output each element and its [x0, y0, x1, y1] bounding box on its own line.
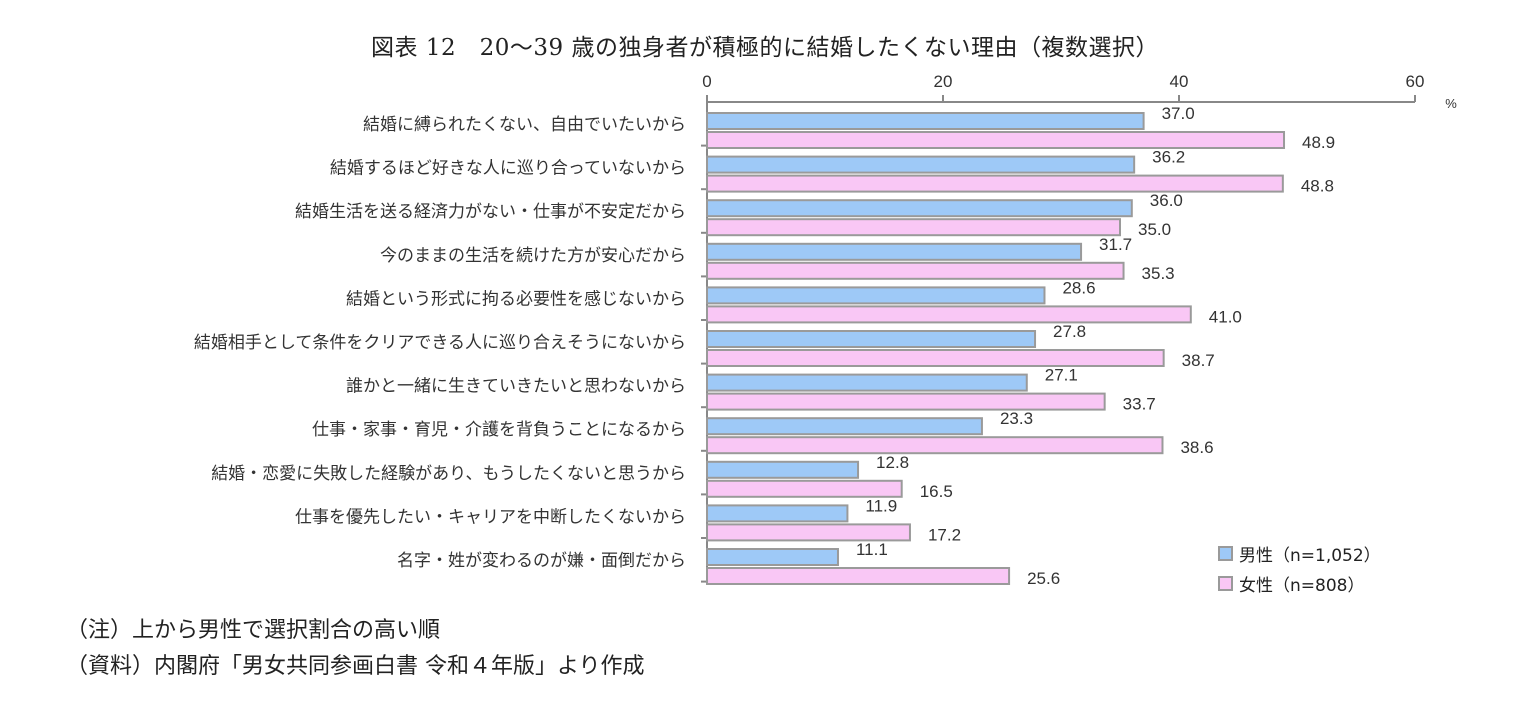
note: （注）上から男性で選択割合の高い順: [66, 618, 441, 643]
x-tick-label: 0: [702, 72, 711, 91]
x-tick-label: 60: [1406, 72, 1425, 91]
data-label-female: 16.5: [920, 482, 953, 501]
category-label: 結婚するほど好きな人に巡り合っていないから: [330, 159, 686, 179]
source-note: （資料）内閣府「男女共同参画白書 令和４年版」より作成: [66, 654, 645, 679]
data-label-female: 35.3: [1142, 264, 1175, 283]
legend-item-male: 男性（n=1,052）: [1218, 541, 1381, 566]
legend-label-male: 男性（n=1,052）: [1239, 546, 1381, 566]
data-label-female: 38.7: [1182, 351, 1215, 370]
bar-male: [706, 460, 860, 479]
data-label-female: 33.7: [1123, 395, 1156, 414]
category-label: 仕事を優先したい・キャリアを中断したくないから: [295, 507, 686, 527]
bar-female: [706, 567, 1011, 585]
bar-female: [706, 131, 1286, 149]
legend-item-female: 女性（n=808）: [1218, 571, 1364, 596]
data-label-female: 25.6: [1027, 569, 1060, 588]
bar-male: [706, 504, 849, 523]
bar-male: [706, 373, 1028, 392]
category-label: 結婚に縛られたくない、自由でいたいから: [363, 115, 686, 135]
legend-swatch-male: [1218, 546, 1233, 561]
category-label: 結婚生活を送る経済力がない・仕事が不安定だから: [295, 202, 686, 222]
bar-female: [706, 305, 1192, 324]
bar-male: [706, 112, 1145, 130]
data-label-female: 35.0: [1138, 220, 1171, 239]
data-label-male: 36.0: [1150, 191, 1183, 210]
category-label: 今のままの生活を続けた方が安心だから: [380, 246, 686, 266]
x-tick-label: 40: [1170, 72, 1189, 91]
bar-male: [706, 242, 1083, 261]
x-tick-label: 20: [934, 72, 953, 91]
data-label-male: 36.2: [1152, 148, 1185, 167]
data-label-male: 12.8: [876, 453, 909, 472]
data-label-female: 48.9: [1302, 133, 1335, 152]
data-label-female: 17.2: [928, 525, 961, 544]
data-label-male: 31.7: [1099, 235, 1132, 254]
category-label: 誰かと一緒に生きていきたいと思わないから: [346, 377, 686, 397]
bar-male: [706, 417, 983, 436]
chart-title: 図表 12 20～39 歳の独身者が積極的に結婚したくない理由（複数選択）: [371, 35, 1159, 61]
data-label-male: 11.9: [865, 496, 897, 515]
data-label-male: 27.8: [1053, 322, 1086, 341]
category-label: 結婚相手として条件をクリアできる人に巡り合えそうにないから: [194, 333, 686, 353]
bar-female: [706, 218, 1121, 237]
bar-female: [706, 349, 1165, 367]
bar-male: [706, 199, 1133, 218]
bar-female: [706, 174, 1284, 193]
bar-female: [706, 436, 1164, 455]
bar-male: [706, 155, 1136, 174]
data-label-male: 28.6: [1062, 278, 1095, 297]
bar-male: [706, 548, 839, 566]
bar-female: [706, 261, 1125, 280]
bar-female: [706, 523, 911, 542]
x-axis-unit: %: [1445, 96, 1457, 111]
data-label-male: 23.3: [1000, 409, 1033, 428]
legend-label-female: 女性（n=808）: [1239, 576, 1365, 596]
bar-female: [706, 392, 1106, 411]
bar-male: [706, 330, 1037, 348]
legend-swatch-female: [1218, 576, 1233, 591]
data-label-female: 38.6: [1180, 438, 1213, 457]
data-label-male: 37.0: [1162, 104, 1195, 123]
bar-female: [706, 479, 903, 498]
category-label: 結婚・恋愛に失敗した経験があり、もうしたくないと思うから: [211, 463, 686, 484]
category-label: 仕事・家事・育児・介護を背負うことになるから: [312, 420, 686, 440]
data-label-female: 41.0: [1209, 307, 1242, 326]
data-label-male: 11.1: [856, 540, 888, 559]
data-label-female: 48.8: [1301, 177, 1334, 196]
data-label-male: 27.1: [1045, 366, 1078, 385]
category-label: 結婚という形式に拘る必要性を感じないから: [346, 289, 686, 309]
bar-male: [706, 286, 1046, 305]
category-label: 名字・姓が変わるのが嫌・面倒だから: [397, 551, 686, 571]
